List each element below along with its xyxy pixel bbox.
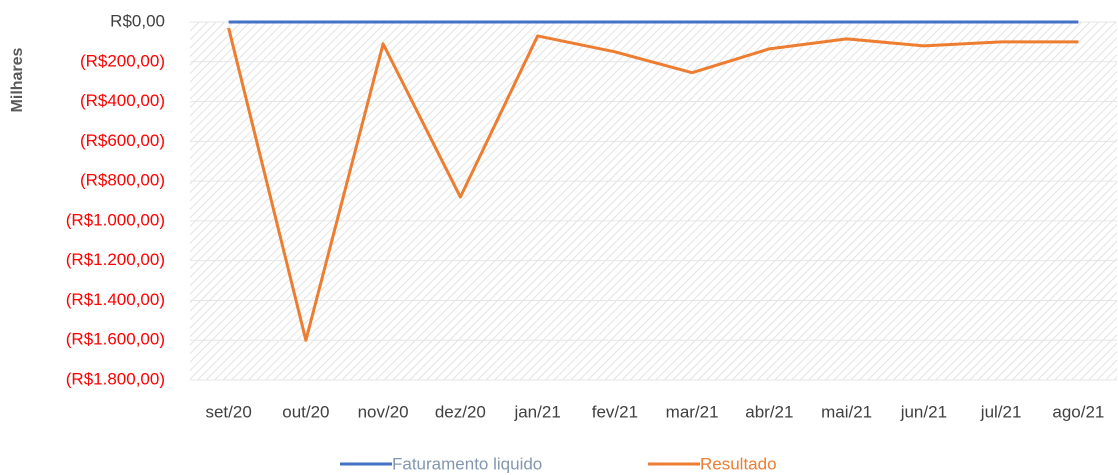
y-tick-label: (R$400,00) bbox=[80, 91, 165, 110]
y-tick-label: (R$1.600,00) bbox=[66, 330, 165, 349]
y-tick-label: (R$1.000,00) bbox=[66, 210, 165, 229]
x-tick-label: dez/20 bbox=[435, 402, 486, 421]
x-tick-label: jan/21 bbox=[513, 402, 560, 421]
x-tick-label: ago/21 bbox=[1052, 402, 1104, 421]
y-tick-label: (R$1.400,00) bbox=[66, 290, 165, 309]
x-tick-label: mar/21 bbox=[666, 402, 719, 421]
y-axis-title: Milhares bbox=[9, 47, 26, 112]
x-tick-label: fev/21 bbox=[592, 402, 638, 421]
plot-area bbox=[190, 22, 1117, 380]
y-tick-label: (R$1.200,00) bbox=[66, 250, 165, 269]
y-tick-label: R$0,00 bbox=[110, 11, 165, 30]
x-tick-label: jun/21 bbox=[900, 402, 947, 421]
y-tick-label: (R$600,00) bbox=[80, 131, 165, 150]
y-tick-label: (R$200,00) bbox=[80, 51, 165, 70]
legend-label: Faturamento liquido bbox=[392, 454, 542, 473]
y-tick-label: (R$1.800,00) bbox=[66, 369, 165, 388]
x-tick-label: mai/21 bbox=[821, 402, 872, 421]
legend-label: Resultado bbox=[700, 454, 777, 473]
x-tick-label: nov/20 bbox=[358, 402, 409, 421]
x-tick-label: set/20 bbox=[205, 402, 251, 421]
x-tick-label: abr/21 bbox=[745, 402, 793, 421]
x-tick-label: out/20 bbox=[282, 402, 329, 421]
x-tick-label: jul/21 bbox=[980, 402, 1022, 421]
line-series bbox=[227, 27, 1079, 342]
y-tick-label: (R$800,00) bbox=[80, 171, 165, 190]
